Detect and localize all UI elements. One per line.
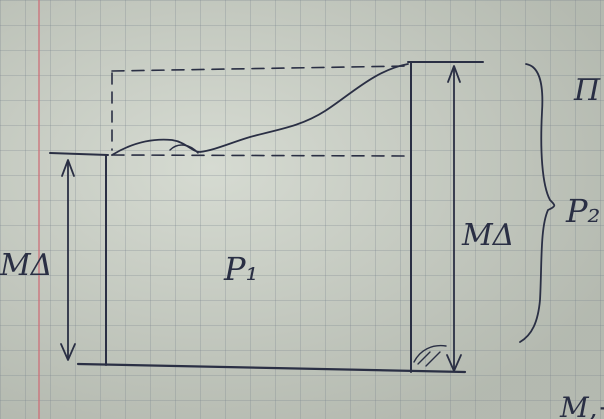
left-arrow-head-top: [61, 159, 75, 177]
dashed-top-line: [111, 65, 409, 72]
red-margin-line: [38, 0, 40, 419]
center-area-label: P₁: [223, 250, 258, 288]
wavy-curve: [111, 63, 409, 156]
brace-label: P₂: [565, 192, 600, 230]
corner-hatch-mark: [413, 344, 447, 367]
right-dimension-label: MΔ: [461, 218, 514, 253]
top-right-partial-label: П: [573, 73, 601, 108]
dashed-middle-line: [111, 154, 406, 157]
right-arrow-head-top: [447, 65, 461, 83]
left-arrow-head-bottom: [60, 343, 76, 361]
left-dimension-label: MΔ: [0, 248, 52, 283]
curly-brace: [519, 63, 556, 343]
small-loop-mark: [169, 144, 199, 154]
left-top-tick: [49, 152, 109, 156]
right-arrow-head-bottom: [446, 354, 462, 372]
bottom-baseline: [76, 362, 467, 374]
bottom-right-partial-label: M,+: [559, 391, 604, 419]
